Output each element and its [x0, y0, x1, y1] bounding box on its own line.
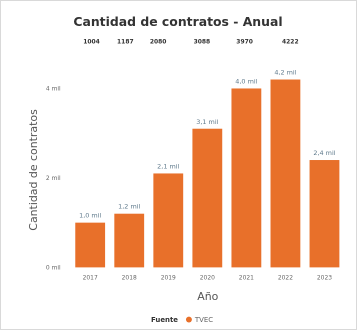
y-tick-label: 2 mil	[46, 175, 61, 182]
legend-title: Fuente	[151, 316, 178, 324]
x-tick-label-2022: 2022	[278, 274, 293, 281]
legend-swatch[interactable]	[185, 316, 192, 323]
bar-2017[interactable]	[75, 222, 106, 268]
x-tick-label-2019: 2019	[161, 274, 176, 281]
bar-2021[interactable]	[231, 88, 262, 268]
x-tick-label-2017: 2017	[83, 274, 98, 281]
data-label-2020: 3,1 mil	[196, 118, 218, 126]
bars: 1,0 mil 1,2 mil 2,1 mil 3,1 mil 4,0 mil 4,2 m…	[75, 69, 340, 268]
top-value: 2080	[150, 39, 167, 46]
data-label-2023: 2,4 mil	[313, 149, 335, 157]
y-axis: 0 mil 2 mil 4 mil	[46, 85, 61, 271]
top-value: 1187	[117, 39, 134, 46]
bar-2019[interactable]	[153, 173, 184, 268]
data-label-2022: 4,2 mil	[274, 69, 296, 77]
data-label-2021: 4,0 mil	[235, 77, 257, 85]
chart-title: Cantidad de contratos - Anual	[73, 14, 282, 29]
x-axis-title: Año	[197, 290, 218, 303]
legend: Fuente TVEC	[151, 316, 213, 324]
x-axis: 2017 2018 2019 2020 2021 2022 2023	[83, 274, 333, 281]
x-tick-label-2021: 2021	[239, 274, 254, 281]
y-axis-title: Cantidad de contratos	[27, 109, 40, 231]
bar-2022[interactable]	[270, 79, 301, 268]
y-tick-label: 0 mil	[46, 264, 61, 271]
x-tick-label-2018: 2018	[122, 274, 137, 281]
data-label-2018: 1,2 mil	[118, 203, 140, 211]
top-value: 3970	[236, 39, 253, 46]
bar-2020[interactable]	[192, 128, 223, 268]
top-value: 1004	[83, 39, 100, 46]
x-tick-label-2023: 2023	[317, 274, 332, 281]
data-label-2019: 2,1 mil	[157, 162, 179, 170]
data-label-2017: 1,0 mil	[79, 212, 101, 220]
legend-item-tvec[interactable]: TVEC	[194, 316, 213, 324]
y-tick-label: 4 mil	[46, 85, 61, 92]
top-value: 3088	[194, 39, 211, 46]
x-tick-label-2020: 2020	[200, 274, 215, 281]
bar-2023[interactable]	[309, 160, 340, 268]
top-values: 1004 1187 2080 3088 3970 4222	[83, 39, 298, 46]
top-value: 4222	[282, 39, 299, 46]
bar-2018[interactable]	[114, 213, 145, 268]
